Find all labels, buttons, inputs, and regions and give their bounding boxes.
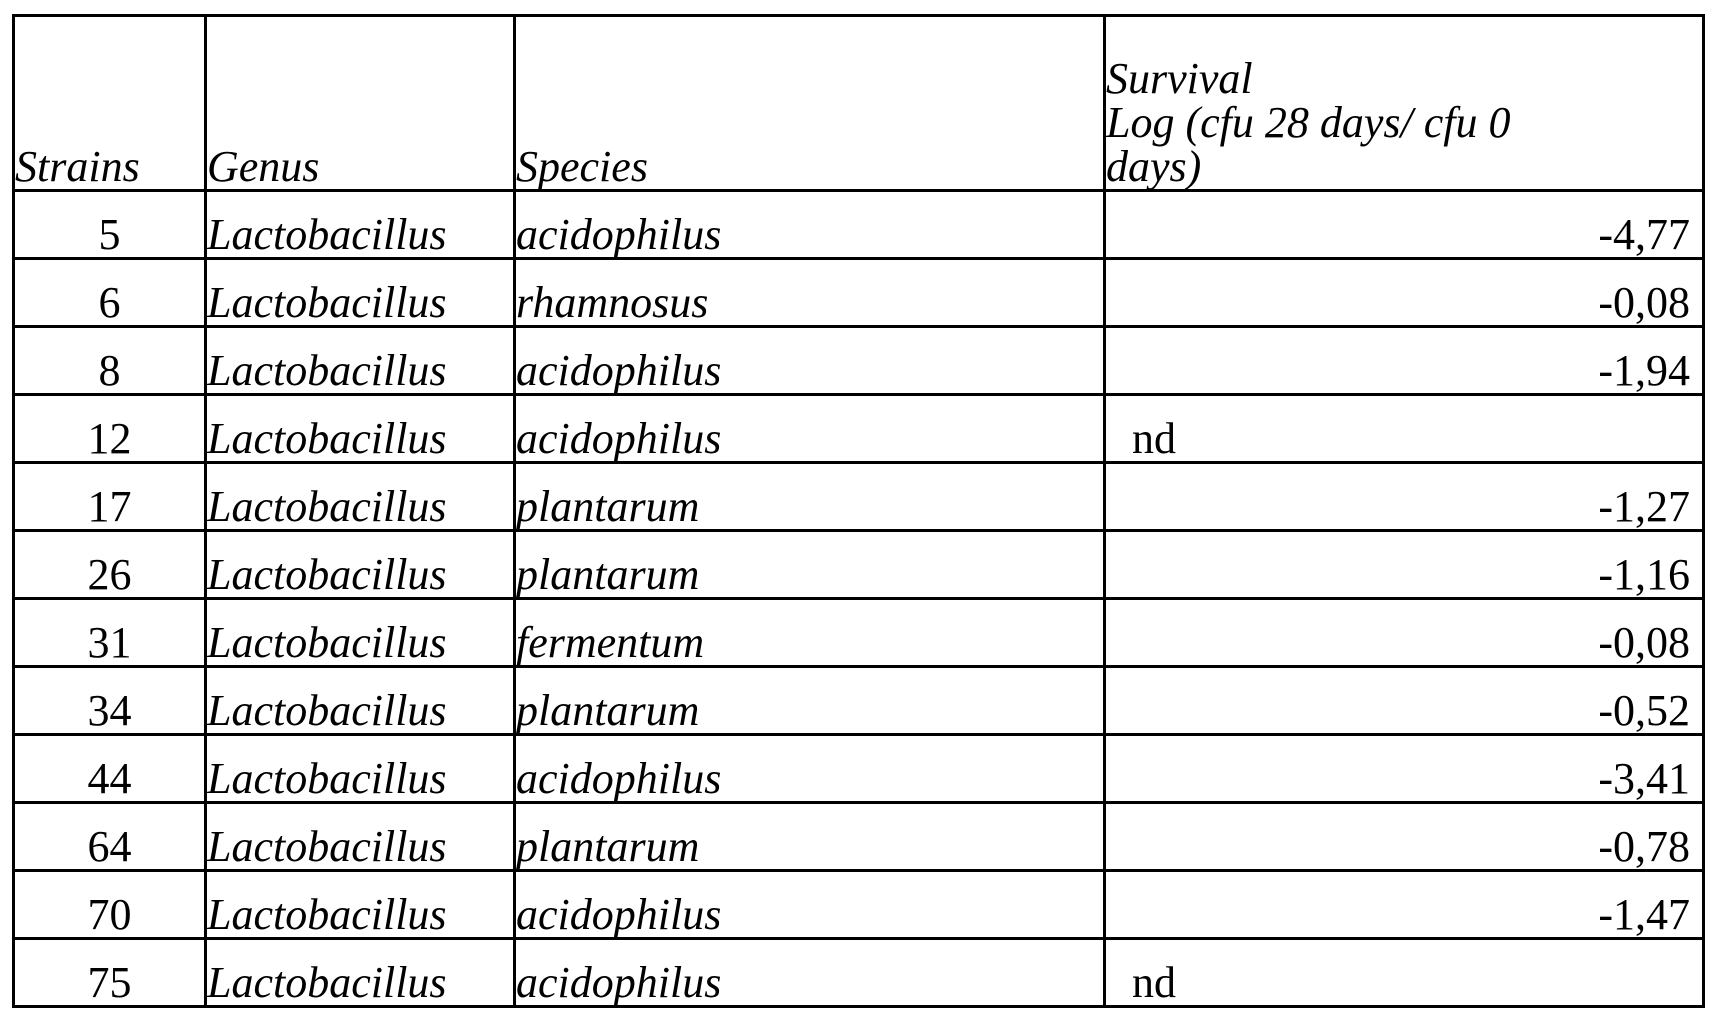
table-row: 12Lactobacillusacidophilusnd bbox=[14, 395, 1704, 463]
strain-cell: 6 bbox=[14, 259, 206, 327]
table-row: 64Lactobacillusplantarum-0,78 bbox=[14, 803, 1704, 871]
survival-cell: -1,16 bbox=[1105, 531, 1704, 599]
genus-cell: Lactobacillus bbox=[206, 395, 515, 463]
survival-cell: -4,77 bbox=[1105, 191, 1704, 259]
table-row: 70Lactobacillusacidophilus-1,47 bbox=[14, 871, 1704, 939]
survival-value: nd bbox=[1106, 961, 1702, 1005]
species-cell: plantarum bbox=[515, 463, 1105, 531]
genus-cell: Lactobacillus bbox=[206, 599, 515, 667]
strain-cell: 12 bbox=[14, 395, 206, 463]
survival-value: -4,77 bbox=[1106, 213, 1702, 257]
table-header-row: Strains Genus Species Survival Log (cfu … bbox=[14, 16, 1704, 191]
strain-cell: 75 bbox=[14, 939, 206, 1007]
survival-cell: nd bbox=[1105, 395, 1704, 463]
header-survival-line-2: Log (cfu 28 days/ cfu 0 bbox=[1106, 101, 1702, 145]
species-cell: plantarum bbox=[515, 803, 1105, 871]
strain-cell: 8 bbox=[14, 327, 206, 395]
species-cell: fermentum bbox=[515, 599, 1105, 667]
table-row: 8Lactobacillusacidophilus-1,94 bbox=[14, 327, 1704, 395]
strain-survival-table: Strains Genus Species Survival Log (cfu … bbox=[12, 14, 1705, 1008]
table-row: 6Lactobacillusrhamnosus-0,08 bbox=[14, 259, 1704, 327]
header-species: Species bbox=[515, 16, 1105, 191]
table-row: 34Lactobacillusplantarum-0,52 bbox=[14, 667, 1704, 735]
genus-cell: Lactobacillus bbox=[206, 259, 515, 327]
survival-cell: -1,47 bbox=[1105, 871, 1704, 939]
table-row: 5Lactobacillusacidophilus-4,77 bbox=[14, 191, 1704, 259]
genus-cell: Lactobacillus bbox=[206, 939, 515, 1007]
survival-value: -1,47 bbox=[1106, 893, 1702, 937]
strain-cell: 70 bbox=[14, 871, 206, 939]
genus-cell: Lactobacillus bbox=[206, 463, 515, 531]
table-row: 75Lactobacillusacidophilusnd bbox=[14, 939, 1704, 1007]
survival-cell: -0,52 bbox=[1105, 667, 1704, 735]
table-row: 44Lactobacillusacidophilus-3,41 bbox=[14, 735, 1704, 803]
strain-cell: 34 bbox=[14, 667, 206, 735]
species-cell: acidophilus bbox=[515, 871, 1105, 939]
genus-cell: Lactobacillus bbox=[206, 667, 515, 735]
table-row: 17Lactobacillusplantarum-1,27 bbox=[14, 463, 1704, 531]
table-body: 5Lactobacillusacidophilus-4,776Lactobaci… bbox=[14, 191, 1704, 1007]
survival-value: -1,94 bbox=[1106, 349, 1702, 393]
survival-cell: -3,41 bbox=[1105, 735, 1704, 803]
strain-cell: 44 bbox=[14, 735, 206, 803]
genus-cell: Lactobacillus bbox=[206, 803, 515, 871]
strain-cell: 64 bbox=[14, 803, 206, 871]
species-cell: rhamnosus bbox=[515, 259, 1105, 327]
survival-cell: -0,08 bbox=[1105, 259, 1704, 327]
strain-cell: 26 bbox=[14, 531, 206, 599]
survival-cell: -1,27 bbox=[1105, 463, 1704, 531]
table-row: 26Lactobacillusplantarum-1,16 bbox=[14, 531, 1704, 599]
header-survival-line-1: Survival bbox=[1106, 57, 1702, 101]
survival-value: -1,27 bbox=[1106, 485, 1702, 529]
species-cell: acidophilus bbox=[515, 395, 1105, 463]
species-cell: acidophilus bbox=[515, 735, 1105, 803]
species-cell: plantarum bbox=[515, 531, 1105, 599]
strain-cell: 5 bbox=[14, 191, 206, 259]
survival-cell: nd bbox=[1105, 939, 1704, 1007]
species-cell: plantarum bbox=[515, 667, 1105, 735]
genus-cell: Lactobacillus bbox=[206, 871, 515, 939]
strain-cell: 31 bbox=[14, 599, 206, 667]
genus-cell: Lactobacillus bbox=[206, 191, 515, 259]
survival-value: -1,16 bbox=[1106, 553, 1702, 597]
header-survival-line-3: days) bbox=[1106, 145, 1702, 189]
survival-value: -3,41 bbox=[1106, 757, 1702, 801]
genus-cell: Lactobacillus bbox=[206, 735, 515, 803]
genus-cell: Lactobacillus bbox=[206, 531, 515, 599]
survival-value: -0,78 bbox=[1106, 825, 1702, 869]
header-survival: Survival Log (cfu 28 days/ cfu 0 days) bbox=[1105, 16, 1704, 191]
species-cell: acidophilus bbox=[515, 939, 1105, 1007]
table-row: 31Lactobacillusfermentum-0,08 bbox=[14, 599, 1704, 667]
survival-cell: -0,78 bbox=[1105, 803, 1704, 871]
survival-cell: -0,08 bbox=[1105, 599, 1704, 667]
survival-value: -0,52 bbox=[1106, 689, 1702, 733]
survival-value: -0,08 bbox=[1106, 621, 1702, 665]
header-genus: Genus bbox=[206, 16, 515, 191]
species-cell: acidophilus bbox=[515, 191, 1105, 259]
survival-cell: -1,94 bbox=[1105, 327, 1704, 395]
survival-value: -0,08 bbox=[1106, 281, 1702, 325]
species-cell: acidophilus bbox=[515, 327, 1105, 395]
survival-value: nd bbox=[1106, 417, 1702, 461]
genus-cell: Lactobacillus bbox=[206, 327, 515, 395]
header-strains: Strains bbox=[14, 16, 206, 191]
strain-cell: 17 bbox=[14, 463, 206, 531]
